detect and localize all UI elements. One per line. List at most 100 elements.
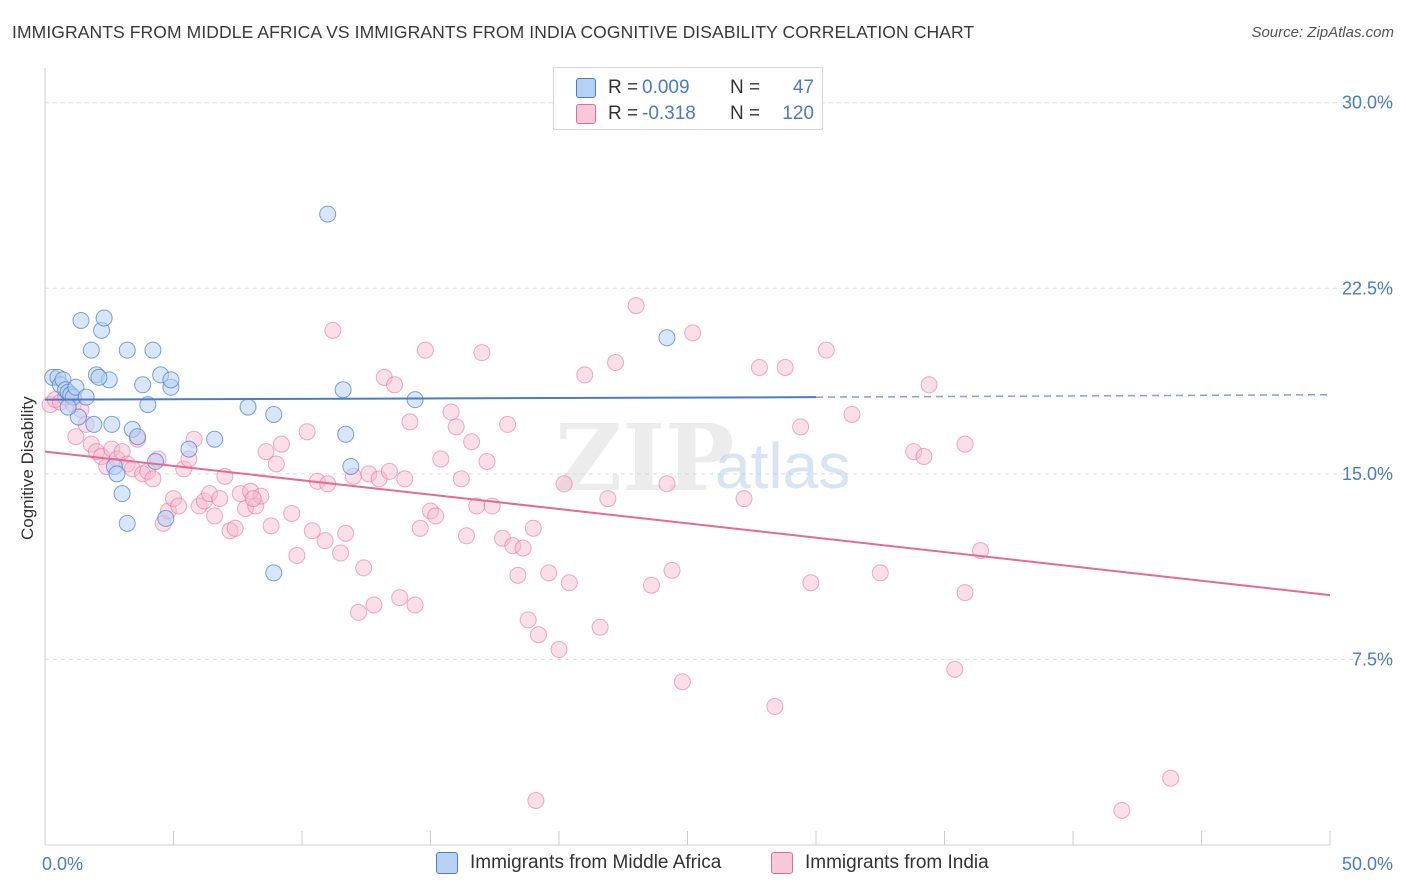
x-tick-label: 0.0% [42, 854, 83, 874]
india-point [324, 321, 342, 339]
india-point [303, 522, 321, 540]
middle-africa-point [69, 408, 87, 426]
middle-africa-point [265, 564, 283, 582]
india-point [514, 539, 532, 557]
india-point [406, 596, 424, 614]
middle-africa-swatch [576, 78, 596, 98]
india-point [527, 791, 545, 809]
middle-africa-point [72, 311, 90, 329]
india-point [350, 603, 368, 621]
n-label: N = [730, 77, 761, 98]
india-point [560, 574, 578, 592]
middle-africa-point [337, 425, 355, 443]
middle-africa-point [85, 415, 103, 433]
india-trend-line [44, 450, 1331, 597]
legend-label: Immigrants from India [805, 852, 989, 873]
y-tick-label: 15.0% [1342, 464, 1393, 484]
middle-africa-point [95, 309, 113, 327]
x-tick-label: 50.0% [1342, 854, 1393, 874]
india-point [463, 433, 481, 451]
india-point [391, 589, 409, 607]
india-point [457, 527, 475, 545]
middle-africa-point [265, 405, 283, 423]
india-point [206, 507, 224, 525]
india-point [170, 497, 188, 515]
india-point [735, 490, 753, 508]
india-point [524, 519, 542, 537]
india-point [332, 544, 350, 562]
india-point [244, 490, 262, 508]
india-point [416, 341, 434, 359]
india-point [200, 485, 218, 503]
trend-lines [44, 393, 1331, 597]
middle-africa-point [134, 376, 152, 394]
middle-africa-point [82, 341, 100, 359]
india-point [257, 443, 275, 461]
india-point [971, 542, 989, 560]
middle-africa-point [406, 391, 424, 409]
middle-africa-point [334, 381, 352, 399]
middle-africa-trend-extension [815, 393, 1331, 398]
india-point [298, 423, 316, 441]
legend-label: Immigrants from Middle Africa [470, 852, 722, 873]
middle-africa-point [342, 457, 360, 475]
india-point [792, 418, 810, 436]
middle-africa-point [144, 341, 162, 359]
axes [44, 68, 1331, 846]
india-point [627, 297, 645, 315]
india-point [478, 453, 496, 470]
india-point [272, 435, 290, 453]
india-swatch [771, 852, 793, 874]
middle-africa-point [162, 371, 180, 389]
india-point [267, 455, 285, 473]
middle-africa-point [118, 341, 136, 359]
chart-title: IMMIGRANTS FROM MIDDLE AFRICA VS IMMIGRA… [12, 22, 975, 42]
india-point [920, 376, 938, 394]
middle-africa-point [90, 368, 108, 386]
watermark-atlas: atlas [715, 430, 850, 502]
middle-africa-point [157, 509, 175, 527]
india-point [956, 435, 974, 453]
india-point [684, 324, 702, 342]
india-point [231, 485, 249, 503]
n-value: 120 [782, 103, 814, 124]
india-point [262, 517, 280, 535]
india-point [607, 354, 625, 372]
india-point [915, 448, 933, 466]
india-point [442, 403, 460, 421]
india-point [337, 524, 355, 542]
india-point [673, 673, 691, 691]
india-point [190, 497, 208, 515]
r-value: 0.009 [642, 77, 690, 98]
india-point [499, 415, 517, 433]
india-point [663, 561, 681, 579]
india-point [365, 596, 383, 614]
middle-africa-point [77, 388, 95, 406]
india-point [396, 470, 414, 488]
india-point [447, 418, 465, 436]
india-point [591, 618, 609, 636]
india-point [643, 576, 661, 594]
india-point [473, 344, 491, 362]
india-point [550, 641, 568, 659]
middle-africa-point [206, 430, 224, 448]
india-point [504, 537, 522, 555]
india-point [1113, 801, 1131, 819]
middle-africa-point [319, 205, 337, 223]
middle-africa-points [44, 205, 676, 582]
india-point [432, 450, 450, 468]
india-point [766, 697, 784, 715]
india-point [452, 470, 470, 488]
india-point [905, 443, 923, 461]
r-label: R = [608, 103, 639, 124]
india-point [468, 497, 486, 515]
middle-africa-point [139, 396, 157, 414]
india-point [386, 376, 404, 394]
india-point [529, 626, 547, 644]
middle-africa-point [180, 440, 198, 458]
y-axis-label: Cognitive Disability [18, 396, 37, 540]
legend-item-india: Immigrants from India [771, 852, 989, 874]
india-point [103, 440, 121, 458]
middle-africa-swatch [436, 852, 458, 874]
